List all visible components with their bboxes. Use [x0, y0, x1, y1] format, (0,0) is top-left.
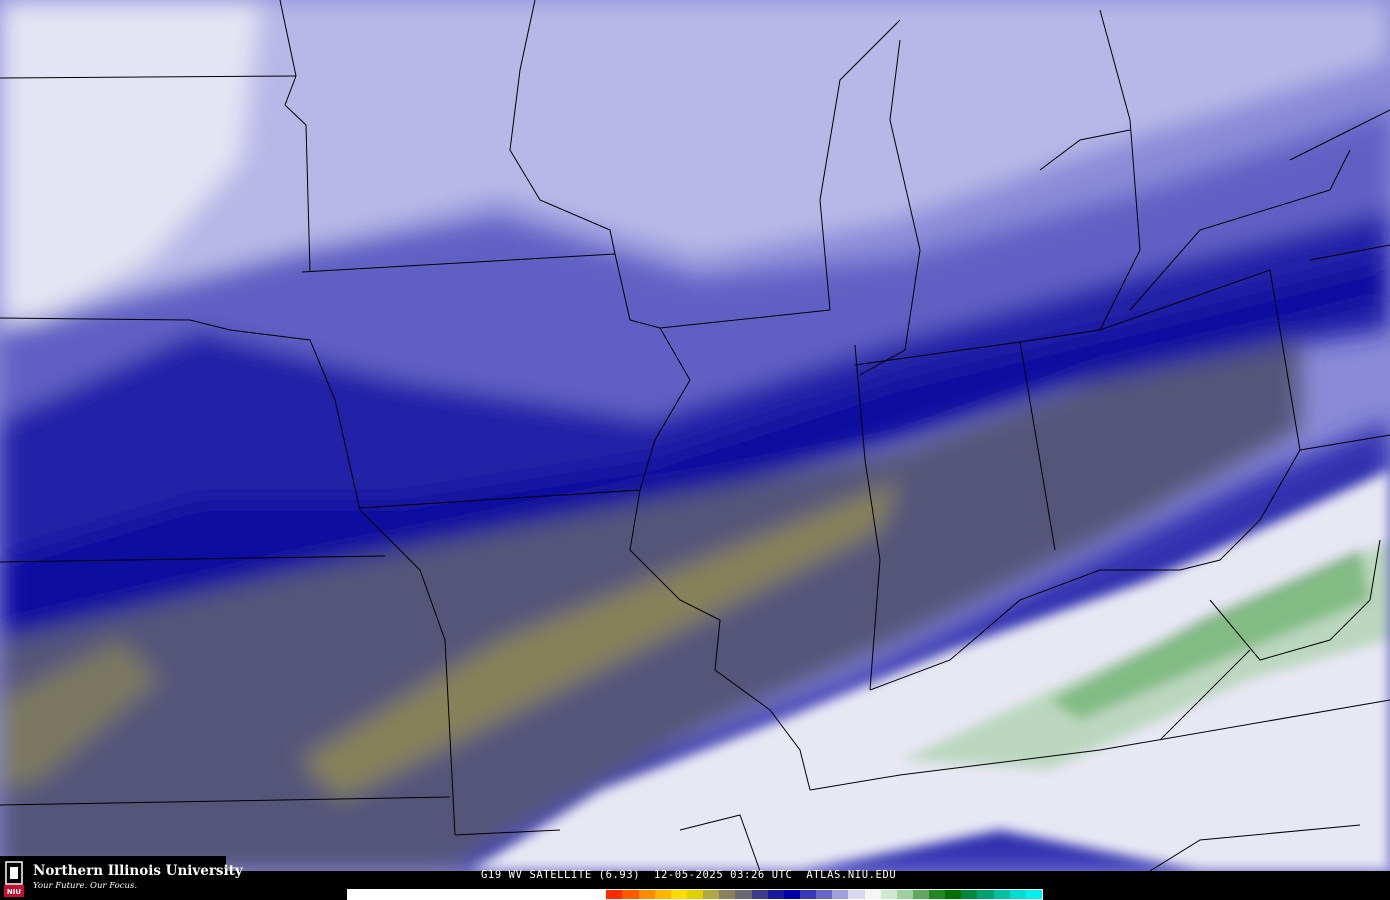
color-scale-swatch	[751, 890, 768, 899]
border-line	[1099, 9, 1141, 331]
color-scale-swatch	[477, 890, 494, 899]
border-line	[629, 489, 811, 791]
water-vapor-satellite-map	[0, 0, 1390, 871]
university-name: Northern Illinois University	[33, 863, 243, 879]
color-scale-swatch	[428, 890, 445, 899]
color-scale-swatch	[493, 890, 510, 899]
border-line	[1309, 244, 1390, 261]
color-scale-swatch	[993, 890, 1010, 899]
border-line	[1019, 269, 1390, 451]
imagery-medium-band	[0, 110, 1390, 430]
color-scale-swatch	[525, 890, 542, 899]
border-line	[0, 555, 386, 563]
border-line	[854, 344, 881, 691]
imagery-navy-band	[0, 260, 1390, 640]
state-borders	[0, 0, 1390, 871]
color-scale-swatch	[444, 890, 461, 899]
color-scale-swatch	[380, 890, 397, 899]
site-url: ATLAS.NIU.EDU	[806, 869, 897, 881]
color-scale-swatch	[590, 890, 607, 899]
color-scale-swatch	[396, 890, 413, 899]
border-line	[1149, 824, 1361, 871]
niu-shield-icon: NIU	[4, 861, 24, 897]
niu-logo: NIU Northern Illinois University Your Fu…	[0, 856, 243, 900]
color-scale-swatch	[816, 890, 833, 899]
border-line	[809, 699, 1390, 791]
color-scale-swatch	[864, 890, 881, 899]
color-scale-swatch	[509, 890, 526, 899]
color-scale-swatch	[1009, 890, 1026, 899]
imagery-light-green	[900, 540, 1390, 770]
color-scale-swatch	[961, 890, 978, 899]
color-scale-swatch	[735, 890, 752, 899]
border-line	[1289, 109, 1390, 161]
border-line	[0, 796, 451, 806]
image-caption: G19 WV SATELLITE (6.93) 12-05-2025 03:26…	[481, 869, 896, 881]
border-line	[1039, 129, 1131, 171]
border-line	[869, 449, 1301, 691]
product-label: G19 WV SATELLITE (6.93)	[481, 869, 641, 881]
university-tagline: Your Future. Our Focus.	[33, 881, 138, 891]
color-scale-swatch	[412, 890, 429, 899]
border-line	[679, 814, 761, 871]
color-scale-swatch	[348, 890, 365, 899]
imagery-olive-streak	[300, 480, 900, 800]
border-line	[1159, 649, 1251, 741]
border-line	[1209, 539, 1381, 661]
color-scale-swatch	[541, 890, 558, 899]
border-line	[0, 75, 297, 79]
color-scale-swatch	[719, 890, 736, 899]
color-scale-swatch	[896, 890, 913, 899]
imagery-olive-west	[0, 640, 160, 790]
color-scale-swatch	[912, 890, 930, 899]
color-scale-swatch	[654, 890, 671, 899]
color-scale-swatch	[622, 890, 639, 899]
border-line	[359, 327, 691, 509]
color-scale-swatch	[848, 890, 865, 899]
color-scale-swatch	[880, 890, 897, 899]
color-scale-swatch	[1025, 890, 1043, 899]
niu-badge-text: NIU	[7, 888, 21, 896]
color-scale-swatch	[703, 890, 720, 899]
border-line	[0, 317, 456, 836]
color-scale-swatch	[686, 890, 704, 899]
border-line	[1129, 149, 1351, 311]
imagery-white-south	[470, 470, 1390, 871]
timestamp: 12-05-2025 03:26 UTC	[654, 869, 793, 881]
color-scale-swatch	[977, 890, 994, 899]
border-line	[859, 39, 921, 376]
color-scale-swatch	[573, 890, 591, 899]
color-scale-swatch	[832, 890, 849, 899]
color-scale-swatch	[364, 890, 381, 899]
color-scale-swatch	[670, 890, 687, 899]
color-scale-swatch	[767, 890, 784, 899]
border-line	[279, 0, 311, 273]
color-scale-swatch	[799, 890, 817, 899]
border-line	[819, 19, 901, 311]
color-scale-swatch	[638, 890, 655, 899]
color-scale-swatch	[929, 890, 946, 899]
imagery-white-northwest	[0, 0, 260, 320]
border-line	[301, 253, 831, 329]
color-scale-swatch	[783, 890, 800, 899]
color-scale-swatch	[945, 890, 962, 899]
color-scale-bar	[347, 889, 1043, 900]
color-scale-swatch	[606, 890, 623, 899]
border-line	[509, 0, 616, 255]
border-line	[454, 829, 561, 836]
color-scale-swatch	[557, 890, 574, 899]
color-scale-swatch	[460, 890, 478, 899]
imagery-light-region	[0, 0, 1390, 330]
